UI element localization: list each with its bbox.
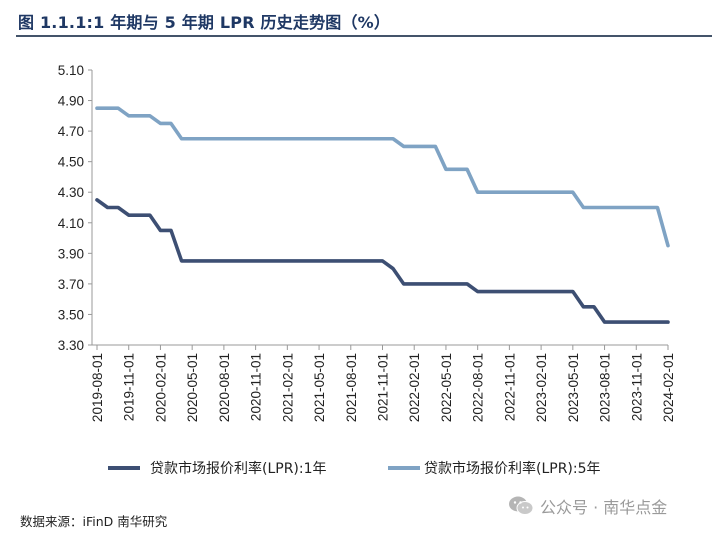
x-tick-label: 2024-02-01 xyxy=(661,353,676,422)
x-tick-label: 2022-05-01 xyxy=(439,353,454,422)
legend: 贷款市场报价利率(LPR):1年 贷款市场报价利率(LPR):5年 xyxy=(108,460,601,477)
legend-label: 贷款市场报价利率(LPR):5年 xyxy=(424,460,601,477)
y-tick-label: 4.90 xyxy=(58,94,84,109)
y-tick-label: 3.90 xyxy=(58,246,84,261)
series-layer xyxy=(95,106,670,324)
x-tick-label: 2020-11-01 xyxy=(249,353,264,421)
wechat-icon xyxy=(508,495,534,517)
x-tick-label: 2022-11-01 xyxy=(502,353,517,421)
watermark-text: 公众号 · 南华点金 xyxy=(540,498,668,517)
legend-label: 贷款市场报价利率(LPR):1年 xyxy=(150,460,327,477)
x-tick-label: 2021-11-01 xyxy=(376,353,391,421)
x-tick-label: 2019-08-01 xyxy=(90,353,105,422)
series-line-lpr-1y xyxy=(95,198,670,324)
y-tick-label: 3.70 xyxy=(58,277,84,292)
source-note: 数据来源：iFinD 南华研究 xyxy=(20,514,168,529)
title-divider xyxy=(16,35,712,37)
y-tick-label: 3.50 xyxy=(58,307,84,322)
chart-title: 图 1.1.1:1 年期与 5 年期 LPR 历史走势图（%） xyxy=(18,13,391,32)
x-tick-label: 2020-05-01 xyxy=(185,353,200,422)
x-tick-label: 2021-02-01 xyxy=(280,353,295,422)
y-tick-label: 4.30 xyxy=(58,185,84,200)
x-tick-label: 2021-05-01 xyxy=(312,353,327,422)
y-tick-label: 5.10 xyxy=(58,63,84,78)
x-tick-label: 2023-02-01 xyxy=(534,353,549,422)
y-tick-label: 4.70 xyxy=(58,124,84,139)
y-axis: 5.10 4.90 4.70 4.50 4.30 4.10 3.90 3.70 3.50 3.30 xyxy=(58,63,93,353)
x-tick-label: 2023-11-01 xyxy=(629,353,644,421)
x-tick-label: 2022-02-01 xyxy=(407,353,422,422)
x-tick-label: 2020-02-01 xyxy=(153,353,168,422)
x-tick-label: 2023-08-01 xyxy=(598,353,613,422)
x-tick-label: 2021-08-01 xyxy=(344,353,359,422)
x-tick-label: 2019-11-01 xyxy=(122,353,137,421)
x-tick-label: 2022-08-01 xyxy=(471,353,486,422)
watermark: 公众号 · 南华点金 xyxy=(508,494,667,518)
series-line-lpr-5y xyxy=(95,106,670,248)
x-tick-label: 2020-08-01 xyxy=(217,353,232,422)
y-tick-label: 3.30 xyxy=(58,338,84,353)
y-tick-label: 4.50 xyxy=(58,155,84,170)
x-axis: 2019-08-01 2019-11-01 2020-02-01 2020-05-01… xyxy=(90,344,676,422)
y-tick-label: 4.10 xyxy=(58,216,84,231)
x-tick-label: 2023-05-01 xyxy=(566,353,581,422)
